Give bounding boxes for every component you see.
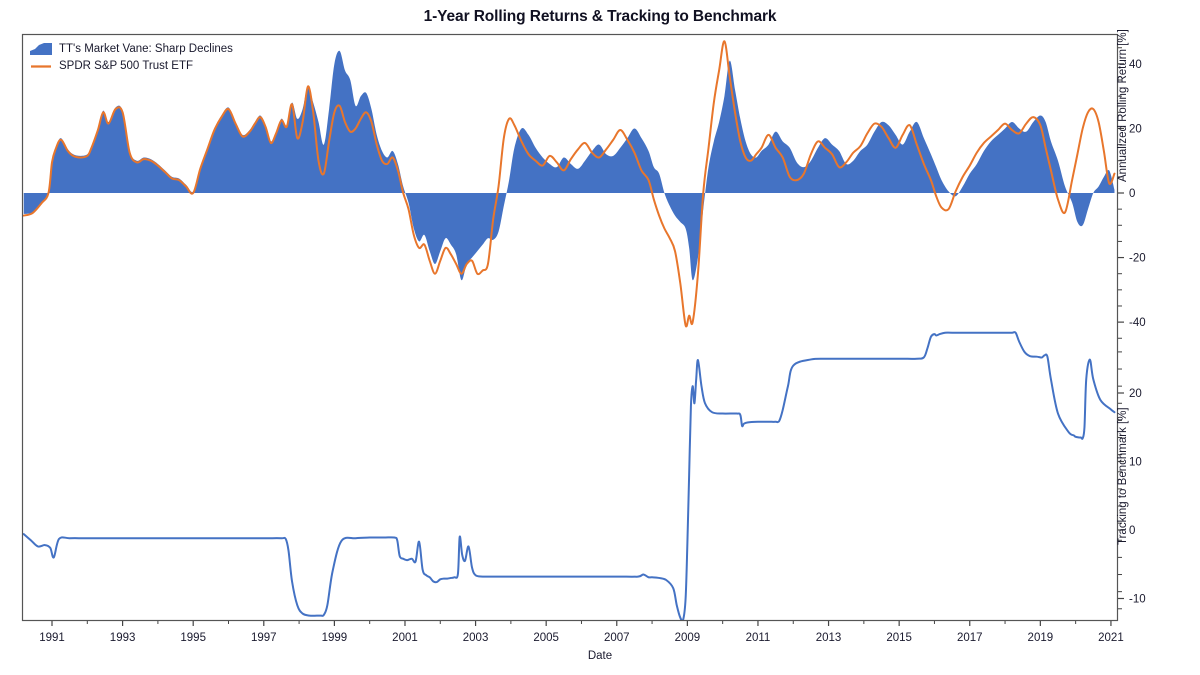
svg-text:-20: -20 [1129,253,1146,265]
svg-text:-10: -10 [1129,594,1146,606]
svg-text:2011: 2011 [746,632,771,644]
x-axis-label: Date [587,650,613,662]
y-axis-label-bottom: Tracking to Benchmark [%] [1117,407,1129,545]
page-title: 1-Year Rolling Returns & Tracking to Ben… [423,8,777,25]
svg-text:2021: 2021 [1098,632,1124,644]
svg-text:2005: 2005 [533,632,559,644]
svg-text:0: 0 [1129,188,1135,200]
svg-text:40: 40 [1129,59,1142,71]
svg-text:1999: 1999 [322,632,348,644]
svg-text:2007: 2007 [604,632,630,644]
svg-text:1997: 1997 [251,632,277,644]
svg-text:1995: 1995 [180,632,206,644]
legend-item-market-vane: TT's Market Vane: Sharp Declines [30,41,233,58]
svg-text:2009: 2009 [675,632,701,644]
svg-text:2003: 2003 [463,632,489,644]
svg-text:0: 0 [1129,525,1135,537]
svg-text:2017: 2017 [957,632,983,644]
svg-text:10: 10 [1129,457,1142,469]
legend-item-spdr: SPDR S&P 500 Trust ETF [30,58,233,75]
svg-text:2015: 2015 [886,632,912,644]
svg-text:-40: -40 [1129,317,1146,329]
line-swatch-icon [30,60,52,73]
legend-label-market-vane: TT's Market Vane: Sharp Declines [59,43,233,55]
area-swatch-icon [30,43,52,56]
svg-text:2001: 2001 [392,632,418,644]
svg-text:2019: 2019 [1028,632,1054,644]
legend-label-spdr: SPDR S&P 500 Trust ETF [59,60,194,72]
svg-text:1993: 1993 [110,632,136,644]
svg-text:1991: 1991 [39,632,65,644]
svg-text:20: 20 [1129,123,1142,135]
y-axis-label-top: Annualized Rolling Return [%] [1117,29,1129,182]
svg-text:2013: 2013 [816,632,842,644]
svg-text:20: 20 [1129,388,1142,400]
chart-legend: TT's Market Vane: Sharp Declines SPDR S&… [30,41,233,75]
